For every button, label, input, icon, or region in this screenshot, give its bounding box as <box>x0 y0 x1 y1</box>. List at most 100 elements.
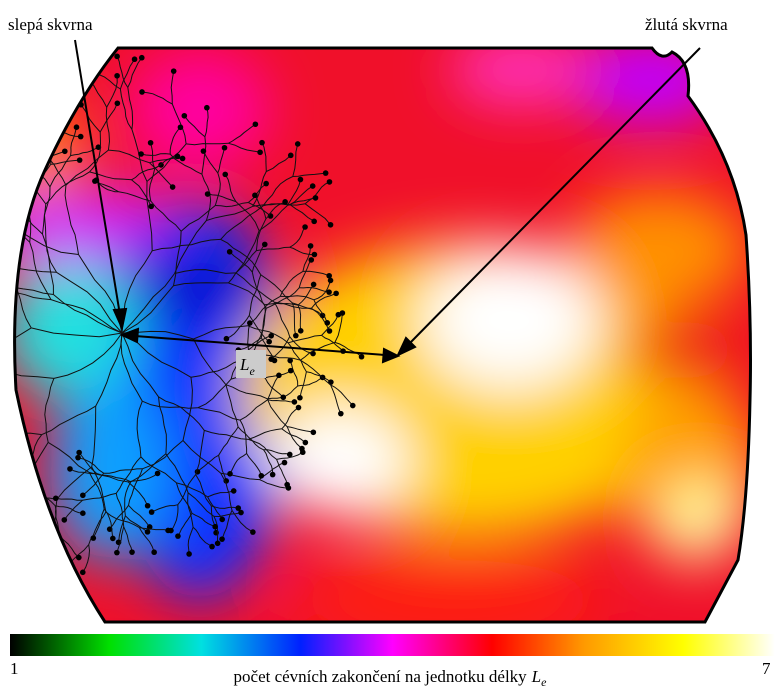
vessel-tip <box>328 222 334 228</box>
vessel-tip <box>262 242 268 248</box>
colorbar <box>10 634 775 656</box>
vessel <box>0 195 14 227</box>
vessel <box>0 508 6 519</box>
vessel-tip <box>257 149 263 155</box>
vessel-tip <box>292 399 298 405</box>
vessel-tip <box>171 68 177 74</box>
vessel <box>0 206 5 211</box>
vessel <box>25 524 46 547</box>
vessel-tip <box>215 541 221 547</box>
vessel-tip <box>297 395 303 401</box>
vessel-tip <box>247 320 253 326</box>
vessel-tip <box>114 54 120 60</box>
vessel <box>15 165 34 204</box>
vessel-tip <box>115 100 121 106</box>
vessel-tip <box>263 181 269 187</box>
vessel-tip <box>280 394 286 400</box>
vessel <box>19 158 28 194</box>
vessel-tip <box>227 471 233 477</box>
vessel <box>0 136 20 156</box>
vessel-tip <box>238 510 244 516</box>
vessel-tip <box>76 555 82 561</box>
vessel-tip <box>338 411 344 417</box>
vessel-tip <box>298 177 304 183</box>
vessel <box>0 485 20 494</box>
vessel-tip <box>80 510 86 516</box>
vessel-tip <box>138 151 144 157</box>
vessel-tip <box>2 136 8 142</box>
vessel-tip <box>308 257 314 263</box>
vessel-tip <box>27 129 33 135</box>
vessel-tip <box>114 550 120 556</box>
vessel <box>0 177 14 227</box>
vessel <box>56 536 60 564</box>
vessel-tip <box>252 192 258 198</box>
vessel-tip <box>295 141 301 147</box>
vessel-tip <box>24 127 30 133</box>
vessel-tip <box>340 310 346 316</box>
vessel-tip <box>250 529 256 535</box>
vessel-tip <box>270 472 276 478</box>
vessel-tip <box>308 243 314 249</box>
vessel <box>0 176 5 205</box>
caption-var: L <box>531 667 541 686</box>
vessel <box>20 485 25 524</box>
vessel-tip <box>311 282 317 288</box>
distance-sub: e <box>249 364 255 378</box>
vessel-tip <box>201 148 207 154</box>
vessel-tip <box>61 517 67 523</box>
vessel-tip <box>85 77 91 83</box>
vessel-tip <box>288 153 294 159</box>
vessel-tip <box>139 89 145 95</box>
vessel <box>0 508 6 536</box>
colorbar-min: 1 <box>10 659 19 678</box>
vessel-tip <box>165 528 171 534</box>
vessel-tip <box>62 148 68 154</box>
vessel-tip <box>333 291 339 297</box>
vessel-tip <box>110 536 116 542</box>
vessel-tip <box>359 354 365 360</box>
vessel-tip <box>0 515 1 521</box>
vessel-tip <box>219 536 225 542</box>
vessel-tip <box>43 545 49 551</box>
vessel-tip <box>324 320 330 326</box>
vessel-tip <box>209 544 215 550</box>
colorbar-max: 7 <box>762 659 771 678</box>
vessel-tip <box>145 529 151 535</box>
vessel-tip <box>48 531 54 537</box>
distance-var: L <box>239 355 249 374</box>
vessel-tip <box>312 252 318 258</box>
vessel <box>6 479 30 508</box>
vessel <box>20 126 50 157</box>
vessel <box>0 492 20 499</box>
vessel-tip <box>268 333 274 339</box>
vessel-tip <box>282 460 288 466</box>
vessel-tip <box>293 333 299 339</box>
vessel-tip <box>231 488 237 494</box>
vessel-tip <box>311 219 317 225</box>
vessel-tip <box>296 405 302 411</box>
caption-text: počet cévních zakončení na jednotku délk… <box>234 667 528 686</box>
vessel-tip <box>74 124 80 130</box>
vessel-tip <box>77 157 83 163</box>
vessel-tip <box>212 524 218 530</box>
vessel-tip <box>65 562 71 568</box>
vessel-tip <box>54 562 60 568</box>
vessel-tip <box>259 140 265 146</box>
blind-spot-label: slepá skvrna <box>8 15 93 34</box>
vessel-tip <box>266 339 272 345</box>
vessel-tip <box>350 403 356 409</box>
vessel-tip <box>129 549 135 555</box>
vessel-tip <box>175 533 181 539</box>
vessel <box>30 132 34 166</box>
vessel-tip <box>91 535 97 541</box>
vessel-tip <box>302 224 308 230</box>
vessel-tip <box>310 183 316 189</box>
vessel-tip <box>148 140 154 146</box>
vessel-tip <box>219 517 225 523</box>
vessel-tip <box>58 92 64 98</box>
vessel <box>0 160 22 162</box>
vessel-tip <box>145 503 151 509</box>
vessel-tip <box>287 452 293 458</box>
vessel-tip <box>300 449 306 455</box>
